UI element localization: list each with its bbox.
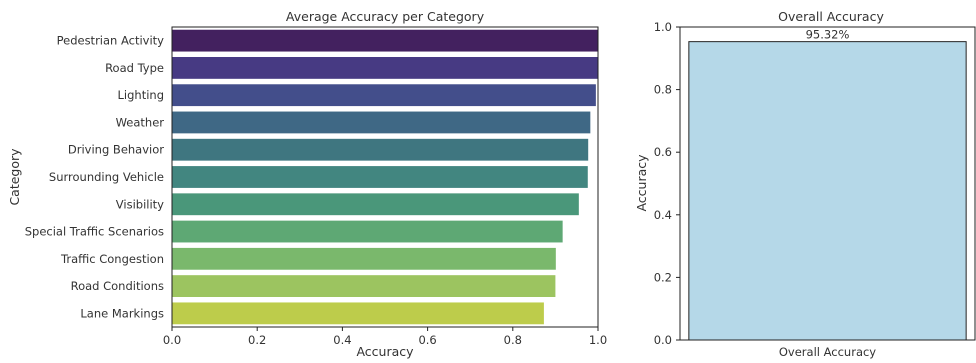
- right-y-ticks: 0.0 0.2 0.4 0.6 0.8 1.0: [654, 20, 680, 347]
- x-tick-label-2: 0.4: [333, 333, 351, 347]
- x-tick-label-1: 0.2: [248, 333, 266, 347]
- category-label-4: Driving Behavior: [68, 143, 164, 157]
- y-tick-label-3: 0.6: [654, 145, 672, 159]
- bar-7: [172, 220, 563, 243]
- bar-4: [172, 138, 589, 161]
- y-tick-label-5: 1.0: [654, 20, 672, 34]
- right-bars: 95.32%: [688, 28, 967, 341]
- right-y-axis-label: Accuracy: [634, 154, 649, 212]
- bar-8: [172, 247, 556, 270]
- left-x-axis-label: Accuracy: [356, 344, 414, 359]
- x-tick-label-3: 0.6: [418, 333, 436, 347]
- right-plot-frame: [679, 26, 976, 341]
- category-label-5: Surrounding Vehicle: [49, 170, 164, 184]
- bar-2: [172, 84, 596, 107]
- overall-category-label-0: Overall Accuracy: [779, 345, 876, 359]
- right-category-labels: Overall Accuracy: [779, 345, 876, 359]
- category-label-2: Lighting: [118, 88, 164, 102]
- category-label-8: Traffic Congestion: [60, 252, 164, 266]
- left-bars: [172, 29, 598, 325]
- bar-0: [172, 29, 598, 52]
- right-chart-title: Overall Accuracy: [778, 9, 884, 24]
- left-category-labels: Pedestrian Activity Road Type Lighting Weat…: [25, 34, 165, 321]
- y-tick-label-0: 0.0: [654, 333, 672, 347]
- y-tick-label-2: 0.4: [654, 208, 672, 222]
- x-tick-label-4: 0.8: [504, 333, 522, 347]
- category-label-1: Road Type: [105, 61, 164, 75]
- bar-1: [172, 57, 598, 79]
- overall-bar-0: [688, 41, 967, 341]
- category-label-3: Weather: [116, 115, 165, 129]
- y-tick-label-1: 0.2: [654, 270, 672, 284]
- left-y-axis-label: Category: [7, 148, 22, 206]
- bar-6: [172, 193, 579, 216]
- left-chart-title: Average Accuracy per Category: [286, 9, 485, 24]
- bar-9: [172, 275, 556, 297]
- category-accuracy-chart: Average Accuracy per Category Pedestrian…: [7, 9, 607, 359]
- bar-3: [172, 111, 591, 134]
- category-label-6: Visibility: [116, 197, 164, 211]
- category-label-0: Pedestrian Activity: [57, 34, 165, 48]
- category-label-10: Lane Markings: [80, 306, 164, 320]
- category-label-9: Road Conditions: [71, 279, 164, 293]
- left-x-ticks: 0.0 0.2 0.4 0.6 0.8 1.0: [163, 327, 607, 347]
- left-plot-frame: [171, 26, 599, 328]
- bar-10: [172, 302, 544, 325]
- overall-data-label-0: 95.32%: [806, 28, 850, 42]
- y-tick-label-4: 0.8: [654, 83, 672, 97]
- bar-5: [172, 166, 588, 188]
- category-label-7: Special Traffic Scenarios: [25, 225, 164, 239]
- x-tick-label-5: 1.0: [589, 333, 607, 347]
- x-tick-label-0: 0.0: [163, 333, 181, 347]
- overall-accuracy-chart: Overall Accuracy 95.32% 0.0 0.2 0.4 0.6 0.8 1…: [634, 9, 976, 359]
